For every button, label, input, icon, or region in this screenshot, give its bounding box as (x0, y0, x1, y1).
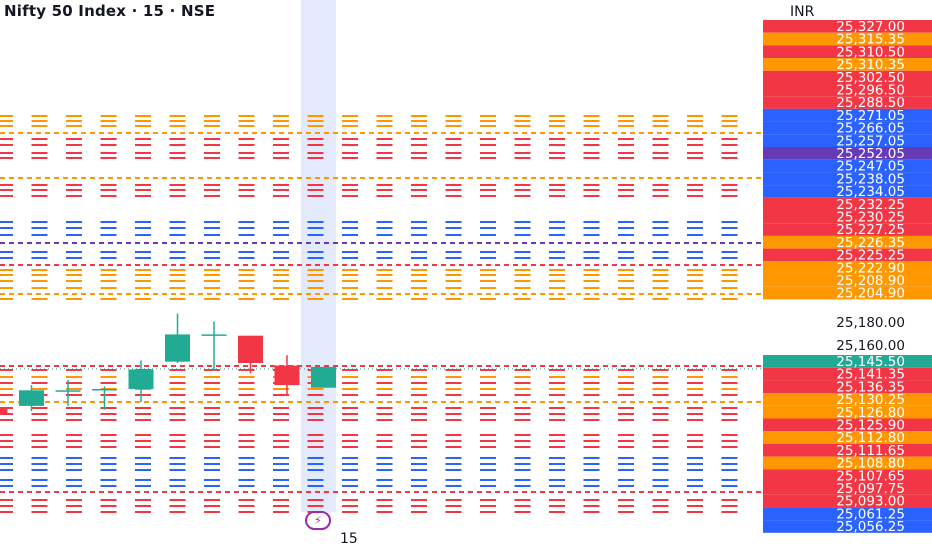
price-label-bg (763, 261, 932, 274)
currency-label[interactable]: INR (790, 4, 815, 20)
price-label-bg (763, 210, 932, 224)
price-label: 25,208.90 (836, 273, 905, 289)
price-label: 25,061.25 (836, 506, 905, 522)
price-label-bg (763, 469, 932, 482)
price-label: 25,111.65 (836, 443, 905, 459)
candle-body (165, 334, 190, 362)
price-label: 25,247.05 (836, 159, 905, 175)
price-label-bg (763, 134, 932, 147)
candle-body (274, 365, 300, 386)
price-label: 25,315.35 (836, 32, 905, 48)
price-label-bg (763, 235, 932, 249)
price-label: 25,130.25 (836, 392, 905, 408)
price-label: 25,227.25 (836, 222, 905, 238)
price-label-bg (763, 482, 932, 495)
candle-body (19, 390, 44, 406)
price-label-bg (763, 185, 932, 198)
price-label-bg (763, 393, 932, 406)
price-label: 25,296.50 (836, 83, 905, 99)
price-label: 25,230.25 (836, 210, 905, 226)
candle-body (238, 335, 263, 363)
price-label: 25,093.00 (836, 494, 905, 510)
price-label: 25,125.90 (836, 418, 905, 434)
price-label: 25,112.80 (836, 430, 905, 446)
title-separator: · (169, 2, 176, 20)
price-label-bg (763, 45, 932, 59)
price-label: 25,108.80 (836, 456, 905, 472)
candle-body (311, 366, 336, 388)
candle-body (92, 389, 117, 391)
price-label-bg (763, 32, 932, 46)
price-label: 25,225.25 (836, 248, 905, 264)
price-label-bg (763, 121, 932, 135)
price-label-bg (763, 367, 932, 381)
price-label-bg (763, 380, 932, 394)
price-label: 25,266.05 (836, 121, 905, 137)
price-label: 25,126.80 (836, 405, 905, 421)
price-label-bg (763, 431, 932, 444)
price-label-bg (763, 223, 932, 236)
price-label-bg (763, 159, 932, 173)
price-label-bg (763, 494, 932, 508)
price-label-bg (763, 147, 932, 160)
price-label: 25,097.75 (836, 481, 905, 497)
price-label-bg (763, 418, 932, 432)
price-label-bg (763, 405, 932, 419)
price-label: 25,222.90 (836, 260, 905, 276)
price-label: 25,302.50 (836, 70, 905, 86)
candle-body (55, 390, 81, 392)
price-label-bg (763, 443, 932, 457)
price-label: 25,232.25 (836, 197, 905, 213)
price-label: 25,327.00 (836, 19, 905, 35)
price-label-bg (763, 197, 932, 211)
price-tick: 25,160.00 (836, 338, 905, 354)
candle-body (0, 408, 8, 415)
time-axis-highlighted-label: 15 (340, 531, 358, 547)
price-label-bg (763, 507, 932, 521)
price-label-bg (763, 70, 932, 84)
price-label-bg (763, 520, 932, 533)
price-label-bg (763, 456, 932, 470)
price-label-bg (763, 355, 932, 368)
price-label-bg (763, 108, 932, 122)
candle-body (128, 369, 154, 389)
price-label: 25,107.65 (836, 468, 905, 484)
symbol-name: Nifty 50 Index (4, 2, 127, 20)
price-label-bg (763, 172, 932, 186)
price-label: 25,271.05 (836, 108, 905, 124)
price-label: 25,257.05 (836, 133, 905, 149)
price-label: 25,056.25 (836, 519, 905, 535)
price-label-bg (763, 248, 932, 262)
symbol-title[interactable]: Nifty 50 Index · 15 · NSE (4, 2, 215, 20)
price-label: 25,238.05 (836, 171, 905, 187)
title-separator: · (131, 2, 138, 20)
price-label: 25,204.90 (836, 286, 905, 302)
price-label: 25,310.35 (836, 57, 905, 73)
price-tick: 25,180.00 (836, 315, 905, 331)
price-label: 25,141.35 (836, 367, 905, 383)
price-label: 25,310.50 (836, 44, 905, 60)
price-label-bg (763, 274, 932, 287)
price-label-bg (763, 96, 932, 109)
exchange-label: NSE (180, 2, 216, 20)
price-label: 25,136.35 (836, 379, 905, 395)
candle-body (201, 334, 227, 336)
price-label-bg (763, 83, 932, 97)
price-label-bg (763, 58, 932, 71)
price-label-bg (763, 20, 932, 33)
highlight-column (301, 0, 336, 512)
interval-label: 15 (142, 2, 165, 20)
price-label: 25,234.05 (836, 184, 905, 200)
price-label: 25,288.50 (836, 95, 905, 111)
price-label: 25,252.05 (836, 146, 905, 162)
price-label: 25,145.50 (836, 354, 905, 370)
price-label: 25,226.35 (836, 235, 905, 251)
flash-icon[interactable]: ⚡ (305, 511, 331, 530)
price-label-bg (763, 286, 932, 300)
